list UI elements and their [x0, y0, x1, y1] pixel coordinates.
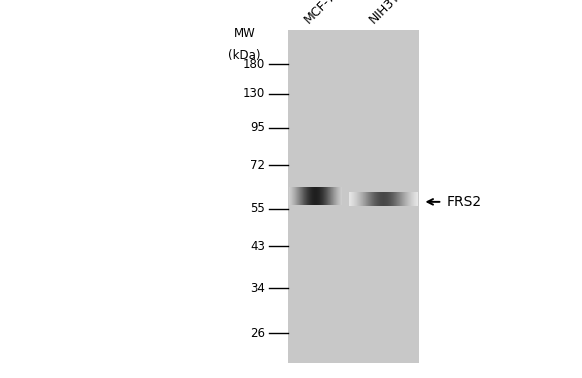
Text: MW: MW — [233, 27, 255, 40]
Text: 43: 43 — [250, 240, 265, 253]
Text: 180: 180 — [243, 58, 265, 71]
Text: (kDa): (kDa) — [228, 49, 261, 62]
Text: 72: 72 — [250, 159, 265, 172]
Text: 95: 95 — [250, 121, 265, 134]
Text: NIH3T3: NIH3T3 — [366, 0, 408, 26]
Text: 26: 26 — [250, 327, 265, 340]
Bar — [288, 30, 419, 363]
Text: MCF-7: MCF-7 — [302, 0, 339, 26]
Text: FRS2: FRS2 — [447, 195, 482, 209]
Text: 34: 34 — [250, 282, 265, 294]
Text: 130: 130 — [243, 87, 265, 100]
Text: 55: 55 — [250, 202, 265, 215]
